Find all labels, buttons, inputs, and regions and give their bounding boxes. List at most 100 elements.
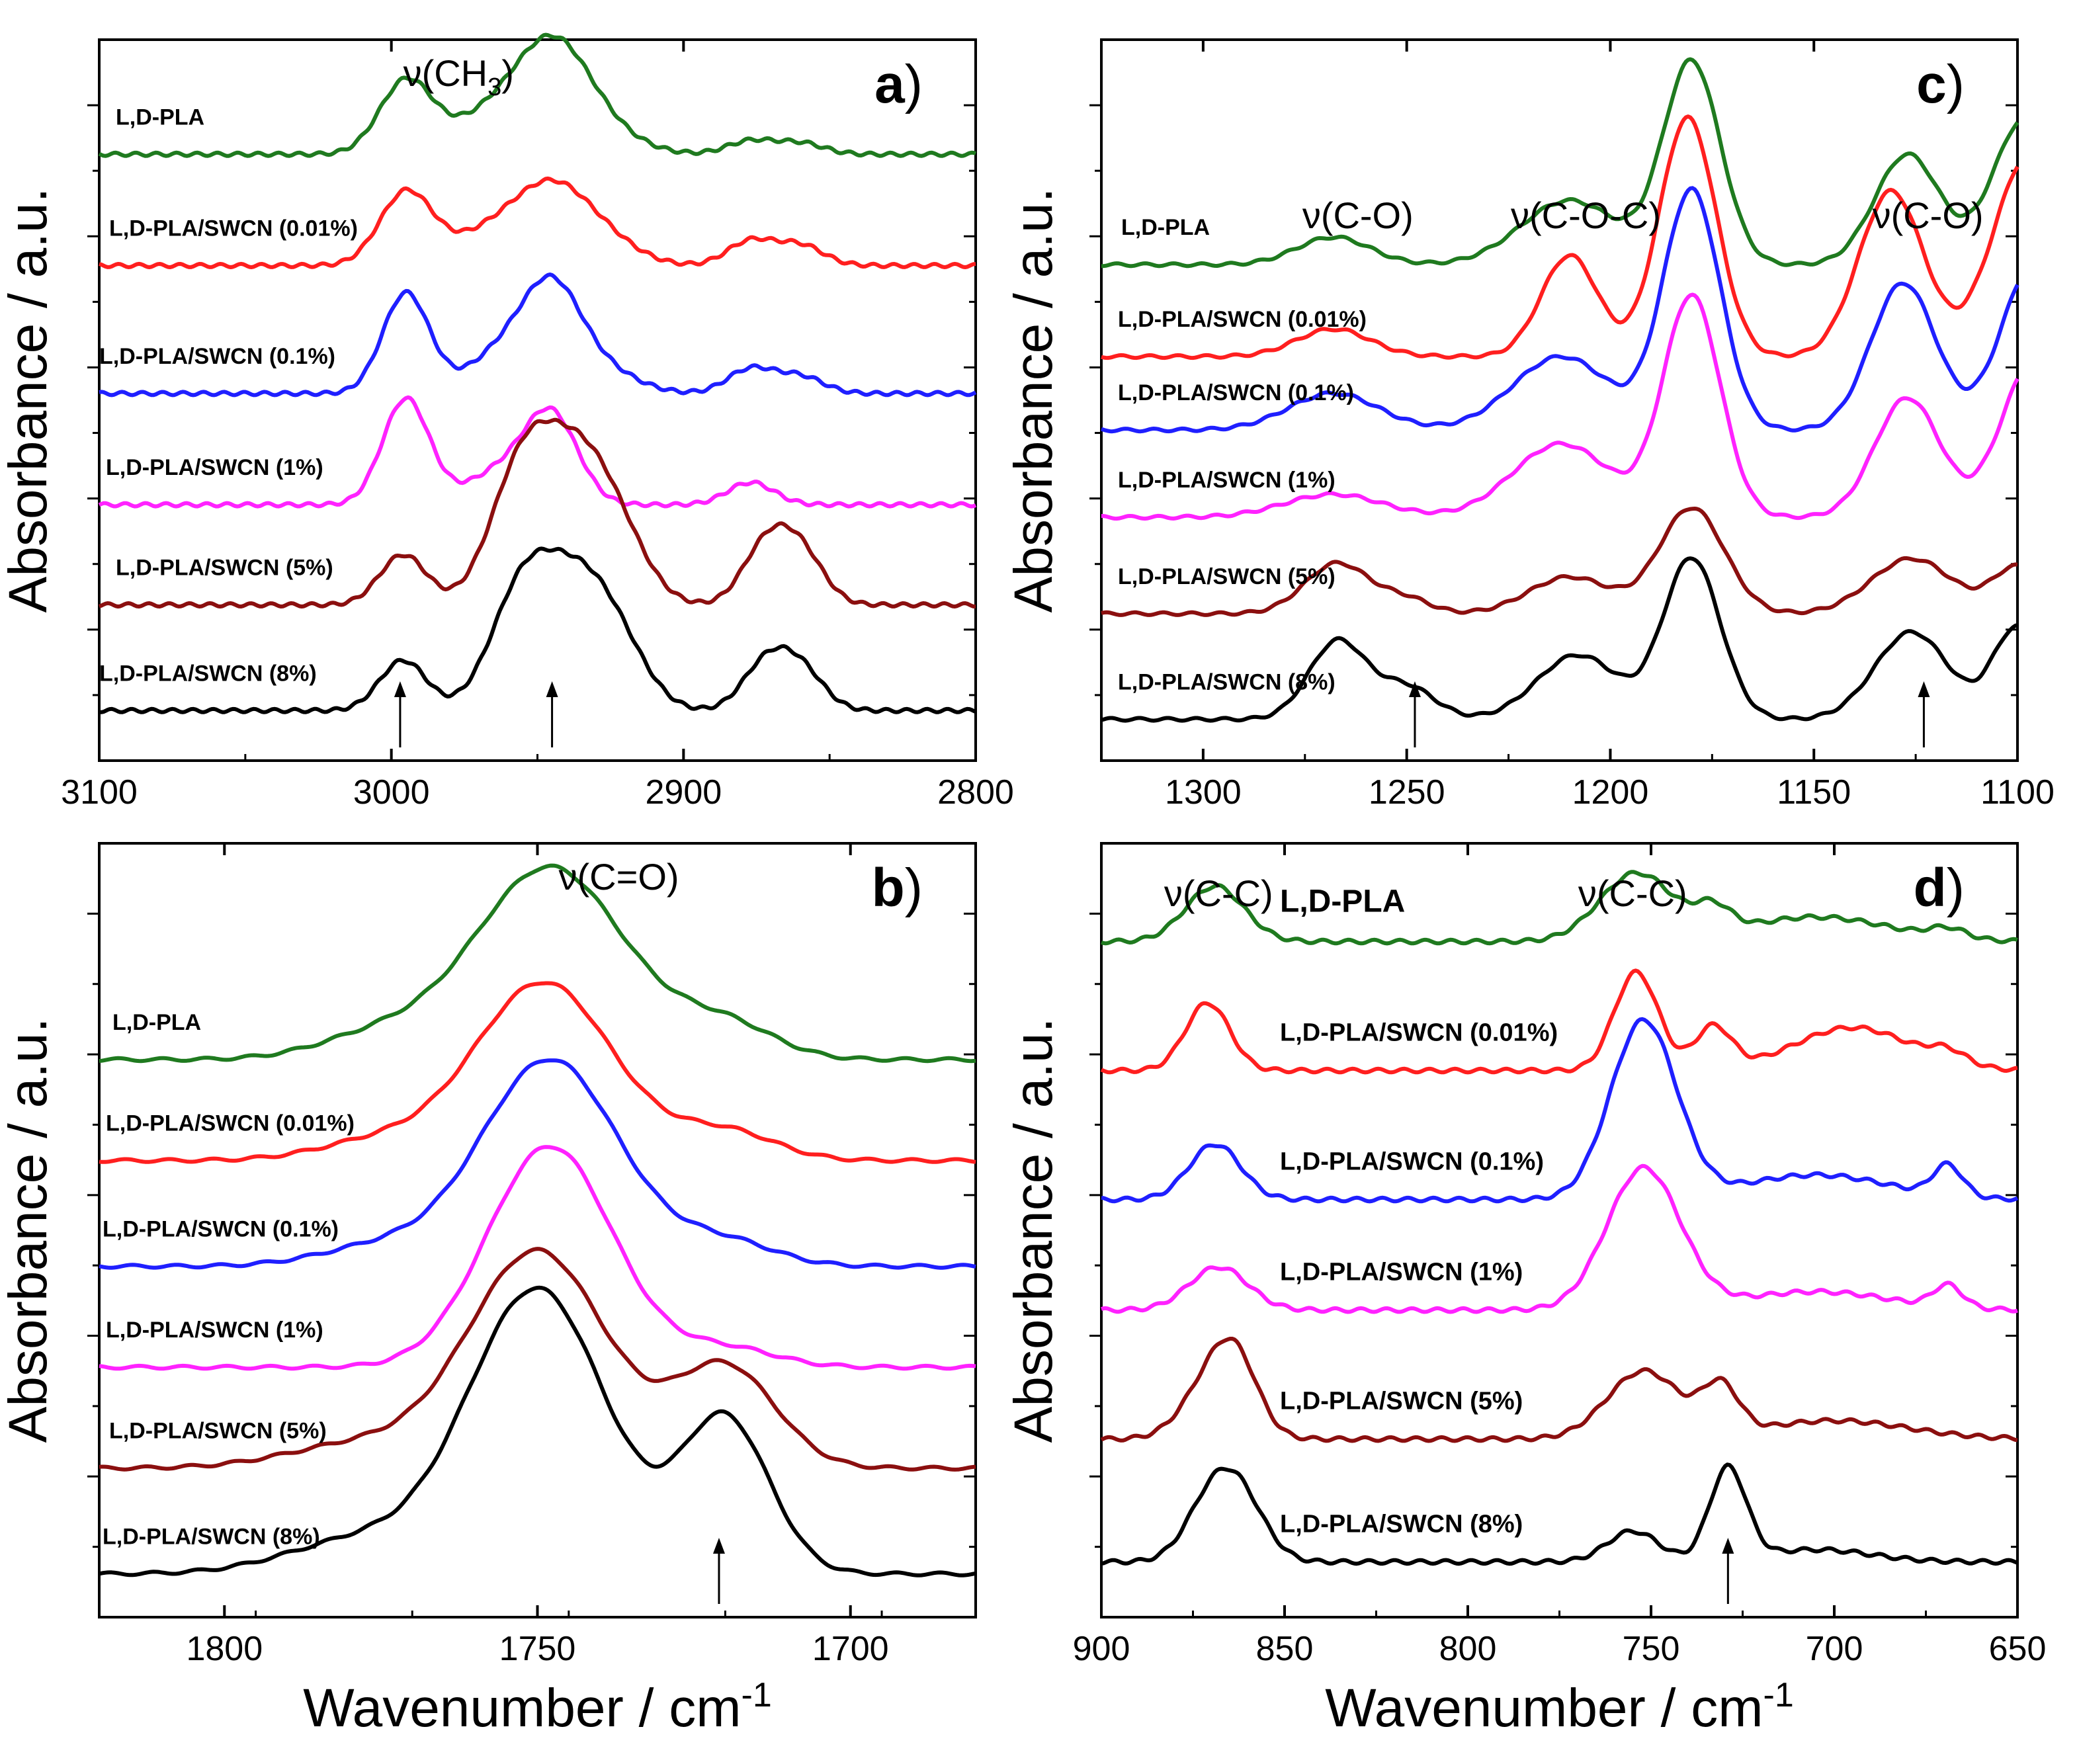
series-label: L,D-PLA/SWCN (5%) (109, 1419, 327, 1444)
series-line-green (98, 32, 977, 158)
band-annotation: ν(C-O-C) (1511, 194, 1661, 236)
x-tick-label: 800 (1439, 1630, 1497, 1668)
panel-letter: c) (1916, 54, 1965, 114)
series-line-blue (99, 273, 977, 398)
series-label: L,D-PLA/SWCN (0.1%) (1118, 380, 1354, 405)
x-tick-label: 1750 (499, 1630, 576, 1668)
series-label: L,D-PLA/SWCN (5%) (1118, 564, 1336, 589)
series-line-blue (99, 1058, 976, 1270)
series-line-darkred (99, 417, 976, 609)
series-line-green (1101, 57, 2019, 269)
y-axis-title: Absorbance / a.u. (0, 188, 58, 613)
series-label: L,D-PLA/SWCN (0.01%) (1118, 307, 1367, 332)
band-annotation: ν(C-C) (1164, 872, 1273, 914)
x-tick-label: 1100 (1980, 773, 2055, 812)
panel-paren: ) (1947, 54, 1965, 114)
panel-letter: b) (872, 858, 923, 918)
y-axis-title: Absorbance / a.u. (1003, 188, 1064, 613)
plot-frame (98, 38, 977, 762)
x-tick-label: 1250 (1369, 773, 1445, 812)
arrow-head (394, 681, 406, 697)
panel-paren: ) (905, 858, 923, 918)
series-line-blue (1101, 1017, 2019, 1204)
series-label: L,D-PLA/SWCN (0.01%) (1280, 1019, 1558, 1047)
x-axis-title-sup: -1 (742, 1676, 772, 1714)
series-line-darkred (1101, 507, 2018, 617)
plot-frame (1100, 38, 2019, 762)
series-label: L,D-PLA/SWCN (1%) (106, 455, 323, 480)
band-annotation-sub: 3 (488, 73, 501, 101)
series-label: L,D-PLA/SWCN (1%) (1280, 1259, 1523, 1286)
series-line-magenta (98, 395, 977, 509)
x-tick-label: 3000 (353, 773, 430, 812)
panel-letter: a) (874, 54, 923, 114)
series-line-black (1101, 1462, 2019, 1566)
series-label: L,D-PLA (112, 1010, 201, 1035)
series-label: L,D-PLA/SWCN (5%) (1280, 1388, 1523, 1415)
series-label: L,D-PLA (116, 105, 204, 130)
series-line-red (1100, 968, 2018, 1075)
x-tick-label: 850 (1256, 1630, 1314, 1668)
x-tick-label: 650 (1989, 1630, 2047, 1668)
series-line-darkred (1100, 1337, 2018, 1443)
band-annotation: ν(CH3) (403, 52, 514, 101)
panel-d: 900 850 800 750 700 650 Absorbance / a.u. Waven… (1003, 842, 2047, 1738)
x-axis-title: Wavenumber / cm-1 (1325, 1676, 1794, 1738)
series-line-red (1101, 114, 2019, 360)
panel-c: 1300 1250 1200 1150 1100 Absorbance / a.u. c) L… (1003, 38, 2055, 812)
y-axis-title: Absorbance / a.u. (0, 1018, 58, 1443)
series-label: L,D-PLA/SWCN (0.01%) (106, 1111, 355, 1136)
series-line-red (99, 981, 976, 1164)
series-label: L,D-PLA/SWCN (0.1%) (1280, 1148, 1544, 1176)
series-label: L,D-PLA (1280, 884, 1405, 919)
x-tick-label: 1800 (186, 1630, 263, 1668)
band-annotation: ν(C-O) (1873, 194, 1984, 236)
x-tick-label: 1200 (1572, 773, 1649, 812)
arrow-head (1918, 681, 1930, 697)
series-label: L,D-PLA/SWCN (0.1%) (103, 1217, 339, 1242)
series-line-green (99, 863, 976, 1064)
series-line-blue (1101, 186, 2019, 434)
series-line-black (1101, 556, 2018, 723)
plot-frame (1100, 842, 2019, 1618)
band-annotation: ν(C-O) (1302, 194, 1414, 236)
x-tick-label: 900 (1073, 1630, 1130, 1668)
series-label: L,D-PLA/SWCN (0.01%) (109, 216, 358, 241)
series-label: L,D-PLA/SWCN (8%) (99, 661, 317, 686)
x-tick-label: 2800 (937, 773, 1014, 812)
arrow-head (546, 681, 558, 697)
series-line-black (99, 1285, 976, 1577)
band-annotation: ν(C-C) (1578, 872, 1687, 914)
x-tick-label: 2900 (645, 773, 722, 812)
arrow-head (1408, 681, 1421, 697)
series-label: L,D-PLA/SWCN (5%) (116, 556, 333, 581)
arrow-head (1722, 1538, 1734, 1554)
y-axis-title: Absorbance / a.u. (1003, 1018, 1064, 1443)
x-axis-title-sup: -1 (1763, 1676, 1794, 1714)
series-line-green (1101, 870, 2018, 946)
band-annotation: ν(C=O) (559, 856, 679, 898)
panel-b: 1800 1750 1700 Absorbance / a.u. Wavenumber … (0, 842, 977, 1738)
series-label: L,D-PLA/SWCN (1%) (106, 1318, 323, 1343)
series-line-red (99, 176, 976, 269)
x-tick-label: 1700 (812, 1630, 889, 1668)
panel-letter: d) (1914, 858, 1965, 918)
series-line-black (99, 546, 977, 714)
series-line-magenta (1101, 292, 2019, 521)
series-line-darkred (99, 1247, 976, 1472)
panel-paren: ) (905, 54, 923, 114)
series-line-magenta (1101, 1163, 2018, 1314)
arrow-head (712, 1538, 725, 1554)
series-label: L,D-PLA/SWCN (8%) (1280, 1510, 1523, 1538)
band-annotation-tail: ) (501, 52, 514, 94)
series-label: L,D-PLA/SWCN (8%) (103, 1525, 320, 1550)
series-label: L,D-PLA/SWCN (1%) (1118, 468, 1336, 493)
series-line-magenta (99, 1145, 976, 1371)
panel-paren: ) (1947, 858, 1965, 918)
x-tick-label: 750 (1623, 1630, 1680, 1668)
panel-a: 3100 3000 2900 2800 Absorbance / a.u. a) L,D-P… (0, 32, 1014, 812)
x-tick-label: 1150 (1777, 773, 1851, 812)
x-tick-label: 3100 (61, 773, 138, 812)
x-tick-label: 1300 (1165, 773, 1242, 812)
